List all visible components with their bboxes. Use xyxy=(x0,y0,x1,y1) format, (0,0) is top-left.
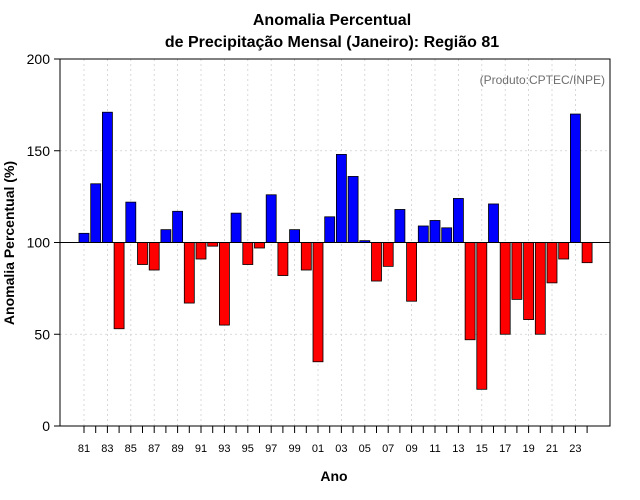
x-axis-ticks: 81 83 85 87 89 91 93 95 97 99 01 03 05 07 09 11 13 15 17 19… xyxy=(78,426,588,455)
x-tick-label: 81 xyxy=(78,443,90,455)
bar-12 xyxy=(441,227,453,243)
bar-82 xyxy=(90,183,102,243)
bar-24 xyxy=(581,242,593,264)
y-tick-label: 50 xyxy=(34,326,50,342)
x-tick-label: 99 xyxy=(288,443,300,455)
bar-88 xyxy=(160,229,172,243)
bar-19 xyxy=(523,242,534,320)
bar-03 xyxy=(335,154,347,243)
x-tick-label: 85 xyxy=(125,443,137,455)
x-tick-label: 15 xyxy=(476,443,488,455)
x-tick-label: 91 xyxy=(195,443,207,455)
bar-86 xyxy=(137,242,148,265)
bar-13 xyxy=(452,198,464,243)
y-tick-label: 200 xyxy=(27,51,51,67)
x-tick-label: 95 xyxy=(242,443,254,455)
x-tick-label: 97 xyxy=(265,443,277,455)
x-tick-label: 11 xyxy=(429,443,440,455)
bar-08 xyxy=(394,209,406,243)
bar-21 xyxy=(546,242,558,284)
bar-94 xyxy=(230,212,242,243)
bar-98 xyxy=(277,242,289,276)
bar-11 xyxy=(429,220,441,243)
bar-85 xyxy=(125,201,137,243)
x-tick-label: 89 xyxy=(171,443,183,455)
x-tick-label: 83 xyxy=(101,443,113,455)
x-tick-label: 05 xyxy=(359,443,371,455)
bar-81 xyxy=(78,232,90,243)
bar-00 xyxy=(300,242,312,271)
chart-subtitle: de Precipitação Mensal (Janeiro): Região… xyxy=(165,34,499,51)
bar-17 xyxy=(499,242,511,335)
chart-title: Anomalia Percentual xyxy=(253,12,411,29)
bar-99 xyxy=(289,229,301,243)
x-axis-label: Ano xyxy=(320,468,347,484)
bar-20 xyxy=(534,242,546,335)
bar-01 xyxy=(312,242,324,363)
x-tick-label: 07 xyxy=(382,443,394,455)
watermark-text: (Produto:CPTEC/INPE) xyxy=(480,73,605,87)
x-tick-label: 21 xyxy=(546,443,558,455)
bar-18 xyxy=(511,242,523,300)
bars xyxy=(78,111,593,390)
bar-07 xyxy=(382,242,394,267)
bar-83 xyxy=(102,111,113,243)
x-tick-label: 03 xyxy=(335,443,347,455)
y-tick-label: 100 xyxy=(27,235,51,251)
bar-14 xyxy=(464,242,476,341)
bar-95 xyxy=(242,242,254,265)
bar-04 xyxy=(347,176,359,243)
x-tick-label: 09 xyxy=(405,443,417,455)
x-tick-label: 87 xyxy=(148,443,160,455)
bar-23 xyxy=(570,113,581,243)
y-tick-label: 150 xyxy=(27,143,51,159)
bar-84 xyxy=(113,242,125,330)
x-tick-label: 17 xyxy=(499,443,511,455)
bar-90 xyxy=(183,242,195,304)
y-axis-label: Anomalia Percentual (%) xyxy=(1,161,17,325)
bar-91 xyxy=(195,242,207,260)
x-tick-label: 13 xyxy=(452,443,464,455)
x-tick-label: 23 xyxy=(569,443,581,455)
y-axis-ticks: 0 50 100 150 200 xyxy=(27,51,60,434)
y-tick-label: 0 xyxy=(42,418,50,434)
bar-97 xyxy=(265,194,277,243)
bar-09 xyxy=(406,242,418,302)
bar-22 xyxy=(558,242,570,260)
bar-87 xyxy=(148,242,160,271)
bar-16 xyxy=(488,203,499,243)
bar-02 xyxy=(324,216,336,243)
x-tick-label: 19 xyxy=(522,443,534,455)
bar-92 xyxy=(207,242,219,247)
x-tick-label: 01 xyxy=(312,443,324,455)
bar-93 xyxy=(218,242,230,326)
x-tick-label: 93 xyxy=(218,443,230,455)
bar-06 xyxy=(371,242,382,282)
bar-89 xyxy=(172,210,184,243)
bar-15 xyxy=(476,242,488,390)
bar-96 xyxy=(254,242,265,249)
bar-10 xyxy=(417,225,429,243)
